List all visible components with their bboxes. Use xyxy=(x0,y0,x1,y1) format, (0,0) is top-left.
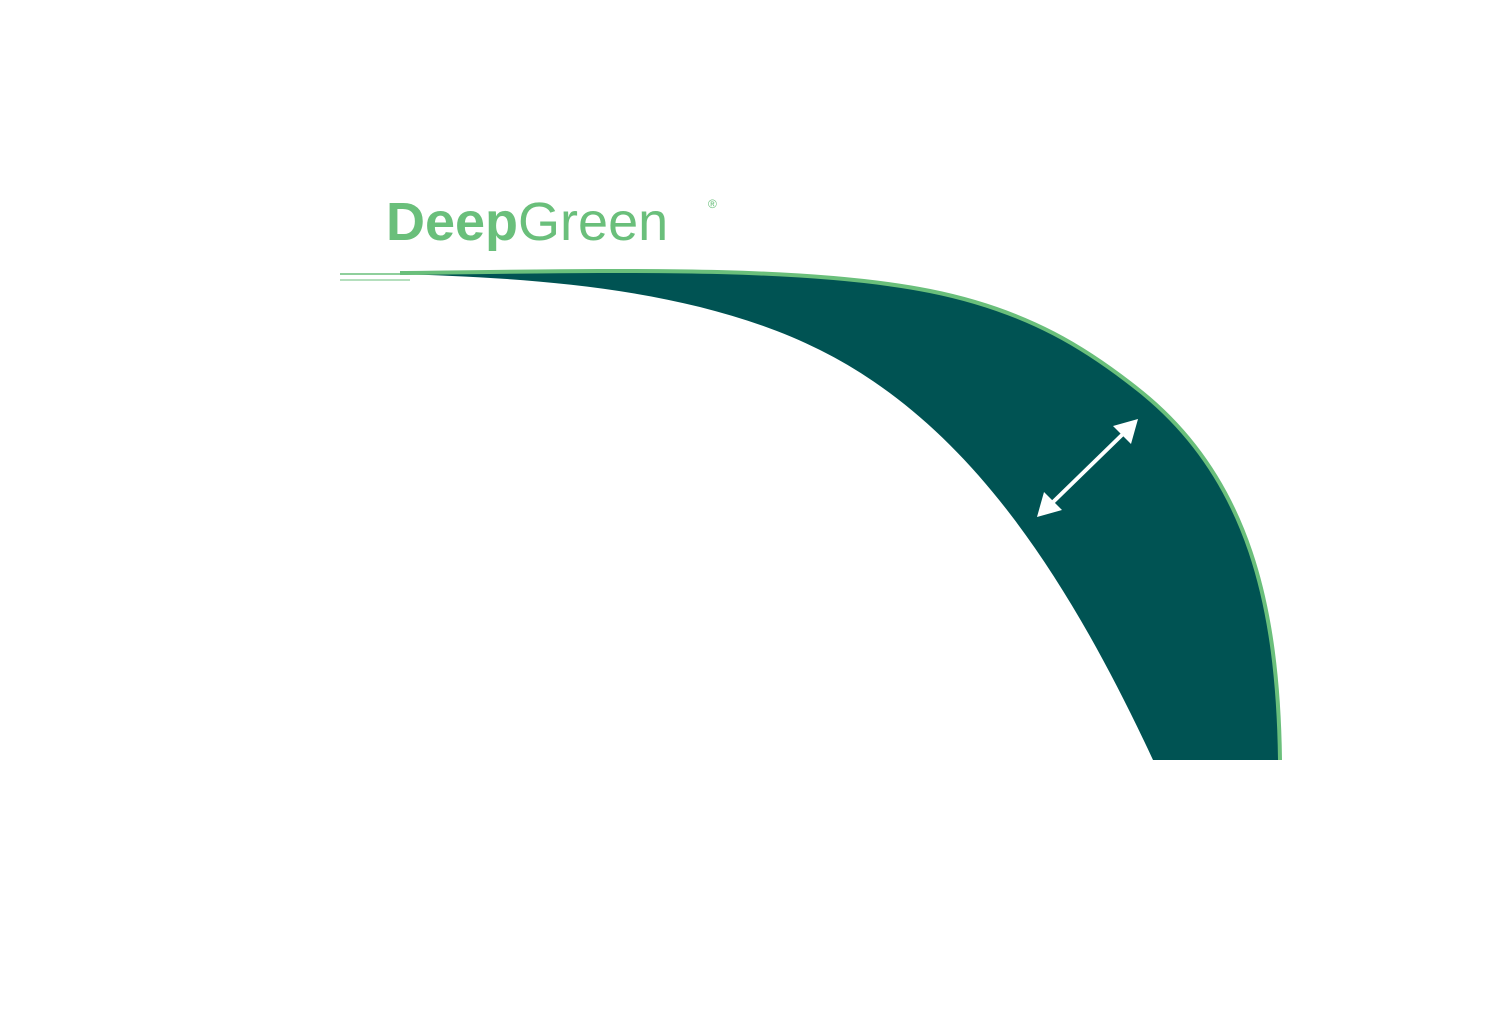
curved-band xyxy=(400,271,1280,760)
svg-text:DeepGreen: DeepGreen xyxy=(386,192,668,252)
deepgreen-logo: DeepGreen ® xyxy=(386,192,717,252)
double-headed-arrow-icon xyxy=(1037,419,1138,517)
band-outer-edge xyxy=(399,268,1282,761)
logo-word-deep: Deep xyxy=(386,192,518,252)
registered-trademark-mark: ® xyxy=(708,197,717,211)
logo-word-green: Green xyxy=(518,192,668,252)
